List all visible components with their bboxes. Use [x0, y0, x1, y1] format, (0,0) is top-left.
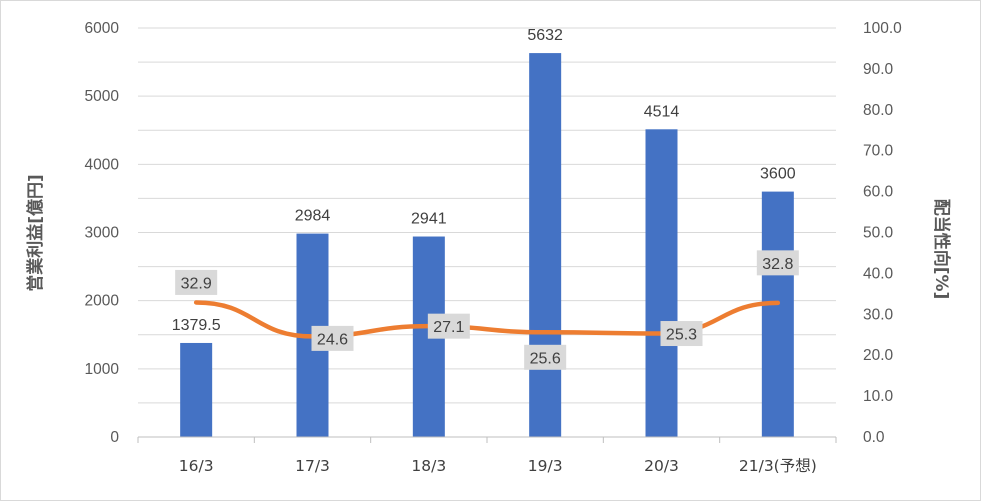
y2-tick-label: 0.0 — [863, 429, 885, 446]
y2-tick-label: 90.0 — [863, 61, 894, 78]
bar-value-label: 2984 — [295, 208, 331, 225]
line-value-label: 27.1 — [433, 319, 464, 336]
line-value-label: 32.8 — [762, 256, 793, 273]
bar-value-label: 1379.5 — [172, 317, 221, 334]
line-value-label: 24.6 — [317, 331, 348, 348]
y2-tick-label: 30.0 — [863, 306, 894, 323]
x-tick-label: 17/3 — [295, 457, 330, 475]
bar — [529, 53, 561, 437]
y-tick-label: 1000 — [85, 361, 120, 378]
bar-value-label: 5632 — [527, 27, 563, 44]
x-tick-label: 18/3 — [411, 457, 446, 475]
y2-tick-label: 10.0 — [863, 388, 894, 405]
y-tick-label: 2000 — [85, 293, 120, 310]
y-axis-title: 営業利益[億円] — [25, 174, 46, 292]
y-tick-label: 4000 — [85, 156, 120, 173]
y-tick-label: 3000 — [85, 225, 120, 242]
y2-tick-label: 100.0 — [863, 20, 902, 37]
bar-series-operating-profit — [180, 53, 794, 437]
x-tick-label: 19/3 — [528, 457, 563, 475]
x-tick-label: 20/3 — [644, 457, 679, 475]
y2-tick-label: 20.0 — [863, 347, 894, 364]
y-tick-label: 0 — [110, 429, 119, 446]
line-value-label: 32.9 — [181, 275, 212, 292]
y-tick-label: 5000 — [85, 88, 120, 105]
line-value-label: 25.3 — [666, 327, 697, 344]
y2-tick-label: 80.0 — [863, 102, 894, 119]
bar-value-label: 2941 — [411, 211, 447, 228]
bar-value-label: 4514 — [644, 103, 680, 120]
x-tick-label: 16/3 — [179, 457, 214, 475]
bar — [646, 129, 678, 437]
bar-value-label: 3600 — [760, 166, 796, 183]
y2-tick-label: 60.0 — [863, 184, 894, 201]
gridlines — [138, 28, 836, 403]
bar — [762, 192, 794, 437]
bar — [180, 343, 212, 437]
line-value-label: 25.6 — [530, 350, 561, 367]
y2-tick-label: 70.0 — [863, 143, 894, 160]
y2-axis-title: 配当性向[%] — [931, 199, 952, 300]
x-tick-label: 21/3(予想) — [739, 457, 817, 475]
y2-tick-label: 50.0 — [863, 225, 894, 242]
y2-tick-label: 40.0 — [863, 265, 894, 282]
y-tick-label: 6000 — [85, 20, 120, 37]
